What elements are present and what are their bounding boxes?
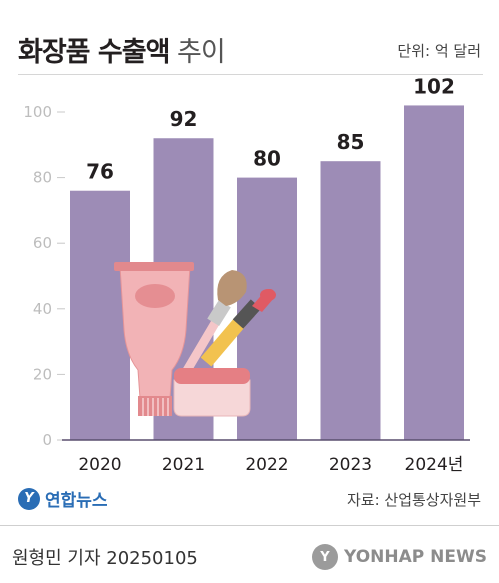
bar-value-label: 85: [337, 130, 365, 154]
chart-title: 화장품 수출액 추이: [18, 30, 226, 69]
y-tick-label: 100: [23, 103, 52, 121]
x-tick-label: 2023: [329, 455, 372, 475]
value-labels: 76 92 80 85 102: [86, 74, 455, 183]
logo-text: 연합뉴스: [45, 491, 108, 511]
source-note: 자료: 산업통상자원부: [346, 491, 481, 509]
yonhap-news-icon: Y: [312, 544, 339, 570]
y-tick-label: 0: [42, 431, 52, 449]
x-tick-label: 2020: [78, 455, 121, 475]
x-tick-label: 2021: [162, 455, 205, 475]
cosmetics-illustration: [114, 262, 276, 417]
x-tick-label: 2022: [245, 455, 288, 475]
title-bold: 화장품 수출액: [18, 37, 170, 68]
y-tick-label: 80: [33, 169, 52, 187]
title-rest: 추이: [177, 37, 226, 68]
footer-divider: [0, 525, 499, 526]
agency-name: YONHAP NEWS: [344, 547, 487, 567]
bar: [70, 190, 130, 440]
agency-logo: Y YONHAP NEWS: [312, 544, 487, 570]
byline: 원형민 기자 20250105: [12, 548, 198, 569]
bar: [320, 161, 381, 440]
bar-value-label: 102: [413, 74, 455, 98]
yonhap-logo: Y 연합뉴스: [18, 486, 108, 511]
y-tick-label: 20: [33, 365, 52, 383]
title-divider: [18, 74, 483, 75]
yonhap-logo-icon: Y: [18, 487, 40, 510]
bar: [404, 105, 464, 440]
x-tick-label: 2024년: [405, 455, 464, 475]
bar-value-label: 80: [253, 147, 281, 171]
y-tick-label: 60: [33, 234, 52, 252]
y-tick-label: 40: [33, 300, 52, 318]
bar-value-label: 92: [170, 107, 198, 131]
y-axis: 0 20 40 60 80 100: [23, 103, 65, 449]
unit-label: 단위: 억 달러: [397, 42, 481, 60]
x-axis: 2020 2021 2022 2023 2024년: [62, 439, 470, 475]
bar-value-label: 76: [86, 160, 114, 184]
